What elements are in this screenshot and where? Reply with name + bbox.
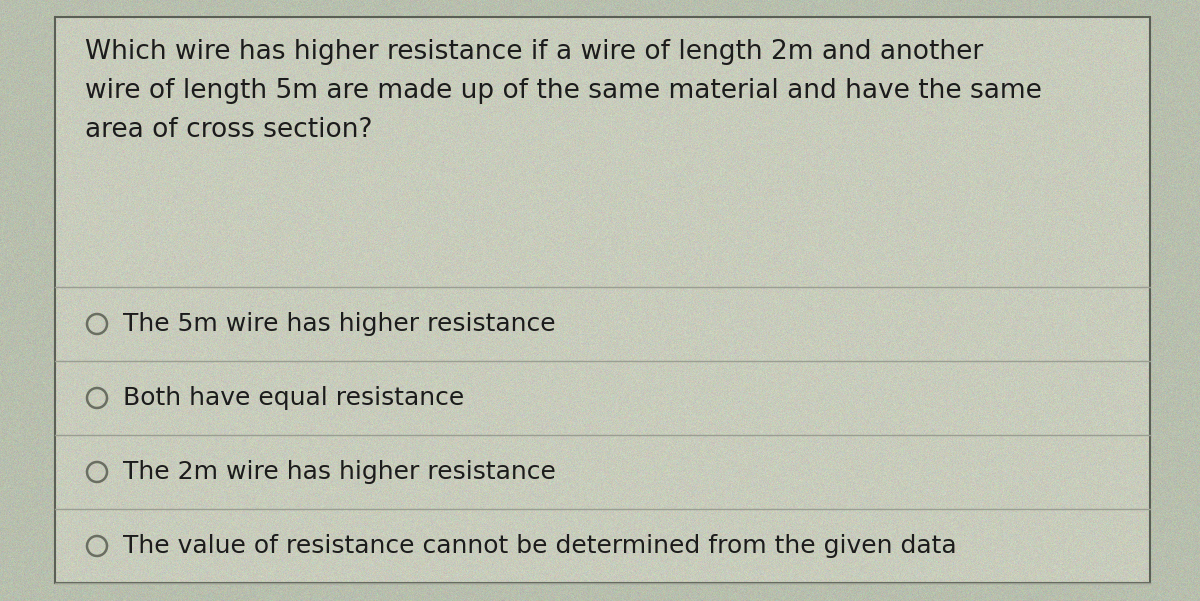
Text: The value of resistance cannot be determined from the given data: The value of resistance cannot be determ…	[124, 534, 956, 558]
Text: The 5m wire has higher resistance: The 5m wire has higher resistance	[124, 312, 556, 336]
Text: The 2m wire has higher resistance: The 2m wire has higher resistance	[124, 460, 556, 484]
Text: Which wire has higher resistance if a wire of length 2m and another
wire of leng: Which wire has higher resistance if a wi…	[85, 39, 1042, 143]
Text: Both have equal resistance: Both have equal resistance	[124, 386, 464, 410]
